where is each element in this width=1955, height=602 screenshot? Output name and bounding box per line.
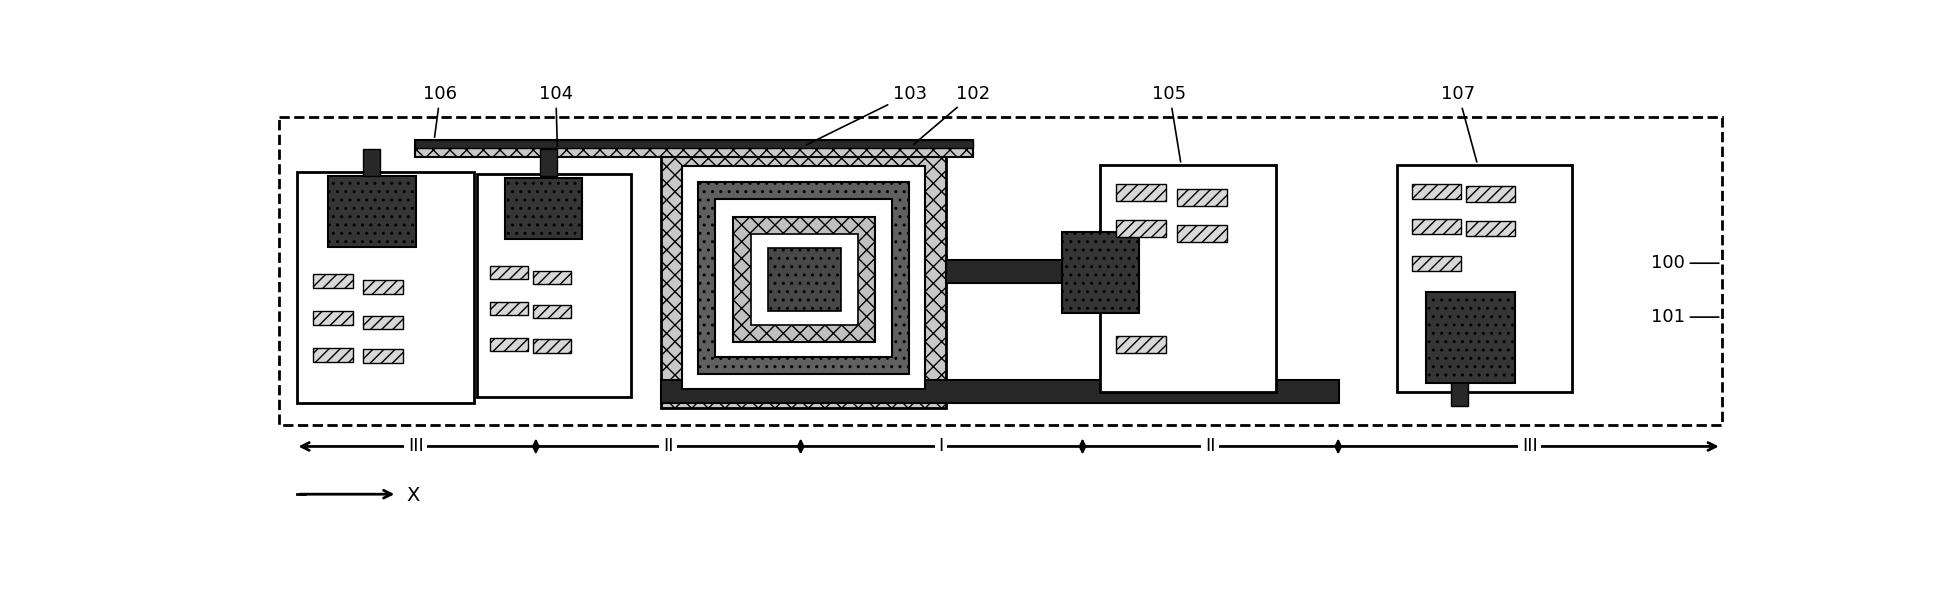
Bar (1177, 225, 1226, 241)
Bar (313, 311, 352, 325)
Bar (297, 172, 473, 403)
Bar (733, 217, 876, 342)
Bar (1425, 292, 1513, 382)
Bar (698, 182, 909, 374)
Bar (364, 280, 403, 294)
Bar (532, 271, 571, 284)
Bar (532, 305, 571, 318)
Bar (682, 166, 925, 389)
Bar (489, 302, 528, 315)
Bar (716, 199, 891, 357)
Text: X: X (407, 486, 420, 505)
Bar (532, 340, 571, 353)
Bar (477, 174, 630, 397)
Bar (1451, 356, 1466, 406)
Text: 105: 105 (1151, 85, 1187, 162)
Bar (661, 146, 946, 408)
Bar (278, 117, 1722, 425)
Bar (1062, 232, 1138, 313)
Bar (313, 348, 352, 362)
Text: II: II (1204, 438, 1214, 456)
Bar (328, 176, 416, 247)
Bar (1114, 184, 1165, 201)
Bar (364, 349, 403, 363)
Text: 106: 106 (422, 85, 457, 137)
Text: 101: 101 (1650, 308, 1718, 326)
Text: I: I (938, 438, 942, 456)
Bar (751, 234, 856, 325)
Bar (414, 140, 974, 149)
Bar (1114, 220, 1165, 237)
Bar (504, 178, 583, 240)
Bar (1464, 186, 1513, 202)
Bar (313, 274, 352, 288)
Text: III: III (1521, 438, 1537, 456)
Bar (1114, 335, 1165, 353)
Bar (489, 266, 528, 279)
Bar (364, 149, 379, 176)
Text: 103: 103 (805, 85, 927, 145)
Bar (1177, 189, 1226, 206)
Bar (766, 248, 841, 311)
Text: 107: 107 (1441, 85, 1476, 162)
Bar (946, 260, 1073, 283)
Bar (1396, 164, 1572, 392)
Bar (1412, 255, 1460, 271)
Bar (489, 338, 528, 351)
Text: II: II (663, 438, 673, 456)
Bar (540, 149, 557, 176)
Text: 102: 102 (913, 85, 989, 144)
Text: 100: 100 (1650, 254, 1718, 272)
Bar (1099, 164, 1275, 392)
Text: 104: 104 (538, 85, 573, 146)
Text: III: III (409, 438, 424, 456)
Bar (1412, 184, 1460, 199)
Bar (1412, 219, 1460, 234)
Bar (661, 380, 1339, 403)
Bar (364, 315, 403, 329)
Bar (414, 140, 974, 157)
Bar (1464, 221, 1513, 236)
